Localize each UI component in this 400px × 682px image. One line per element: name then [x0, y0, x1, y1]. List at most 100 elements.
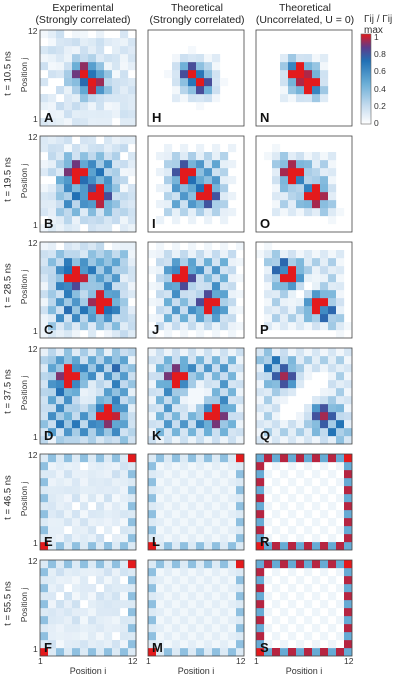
y-tick-bottom: 1 [33, 644, 38, 654]
heatmap-cell [272, 290, 281, 299]
heatmap-cell [80, 396, 89, 405]
heatmap-cell [120, 470, 129, 479]
heatmap-cell [104, 608, 113, 617]
heatmap-cell [236, 640, 245, 649]
heatmap-cell [328, 542, 337, 551]
heatmap-cell [164, 616, 173, 625]
heatmap-cell [312, 518, 321, 527]
heatmap-cell [120, 62, 129, 71]
heatmap-cell [164, 412, 173, 421]
heatmap-cell [196, 70, 205, 79]
heatmap-cell [272, 208, 281, 217]
heatmap-cell [40, 640, 49, 649]
heatmap-cell [180, 616, 189, 625]
heatmap-cell [96, 54, 105, 63]
heatmap-cell [64, 454, 73, 463]
heatmap-cell [128, 102, 137, 111]
heatmap-cell [264, 274, 273, 283]
heatmap-cell [112, 216, 121, 225]
heatmap-cell [104, 542, 113, 551]
heatmap-cell [320, 306, 329, 315]
heatmap-cell [172, 192, 181, 201]
heatmap-cell [40, 46, 49, 55]
heatmap-cell [64, 208, 73, 217]
heatmap-cell [112, 208, 121, 217]
heatmap-cell [212, 192, 221, 201]
heatmap-cell [40, 30, 49, 39]
heatmap-cell [96, 306, 105, 315]
heatmap-cell [328, 322, 337, 331]
heatmap-cell [88, 600, 97, 609]
heatmap-cell [188, 412, 197, 421]
heatmap-cell [96, 86, 105, 95]
heatmap-cell [188, 242, 197, 251]
heatmap-panel-S: S [255, 559, 353, 657]
heatmap-cell [172, 632, 181, 641]
heatmap-cell [48, 412, 57, 421]
heatmap-cell [188, 534, 197, 543]
heatmap-cell [112, 560, 121, 569]
heatmap-cell [148, 568, 157, 577]
heatmap-cell [320, 428, 329, 437]
heatmap-cell [304, 542, 313, 551]
heatmap-cell [304, 306, 313, 315]
heatmap-cell [204, 502, 213, 511]
heatmap-cell [72, 568, 81, 577]
heatmap-panel-I: I [147, 135, 245, 233]
heatmap-cell [120, 648, 129, 657]
heatmap-cell [236, 372, 245, 381]
heatmap-cell [48, 290, 57, 299]
heatmap-cell [212, 250, 221, 259]
heatmap-cell [196, 192, 205, 201]
heatmap-cell [344, 494, 353, 503]
heatmap-cell [104, 306, 113, 315]
heatmap-cell [264, 454, 273, 463]
heatmap-cell [180, 322, 189, 331]
heatmap-cell [128, 208, 137, 217]
heatmap-cell [236, 388, 245, 397]
heatmap-cell [236, 560, 245, 569]
heatmap-cell [344, 396, 353, 405]
heatmap-cell [272, 364, 281, 373]
heatmap-cell [88, 184, 97, 193]
heatmap-cell [156, 380, 165, 389]
heatmap-cell [40, 616, 49, 625]
heatmap-cell [172, 160, 181, 169]
heatmap-cell [196, 428, 205, 437]
heatmap-cell [256, 608, 265, 617]
heatmap-cell [280, 648, 289, 657]
heatmap-cell [164, 454, 173, 463]
heatmap-cell [88, 306, 97, 315]
heatmap-cell [48, 314, 57, 323]
heatmap-cell [112, 298, 121, 307]
heatmap-cell [188, 78, 197, 87]
heatmap-cell [264, 518, 273, 527]
heatmap-cell [64, 144, 73, 153]
heatmap-cell [304, 560, 313, 569]
heatmap-cell [72, 462, 81, 471]
heatmap-cell [164, 364, 173, 373]
heatmap-cell [96, 404, 105, 413]
heatmap-cell [148, 282, 157, 291]
heatmap-cell [88, 568, 97, 577]
heatmap-cell [64, 200, 73, 209]
heatmap-cell [72, 608, 81, 617]
heatmap-cell [312, 298, 321, 307]
heatmap-cell [320, 436, 329, 445]
heatmap-cell [72, 306, 81, 315]
heatmap-cell [104, 160, 113, 169]
heatmap-cell [180, 388, 189, 397]
heatmap-cell [112, 454, 121, 463]
heatmap-cell [80, 54, 89, 63]
heatmap-cell [336, 290, 345, 299]
heatmap-cell [128, 152, 137, 161]
heatmap-cell [228, 348, 237, 357]
heatmap-cell [164, 314, 173, 323]
heatmap-cell [220, 608, 229, 617]
heatmap-cell [272, 356, 281, 365]
heatmap-cell [264, 592, 273, 601]
heatmap-cell [128, 396, 137, 405]
heatmap-cell [236, 592, 245, 601]
heatmap-cell [156, 494, 165, 503]
heatmap-cell [40, 576, 49, 585]
